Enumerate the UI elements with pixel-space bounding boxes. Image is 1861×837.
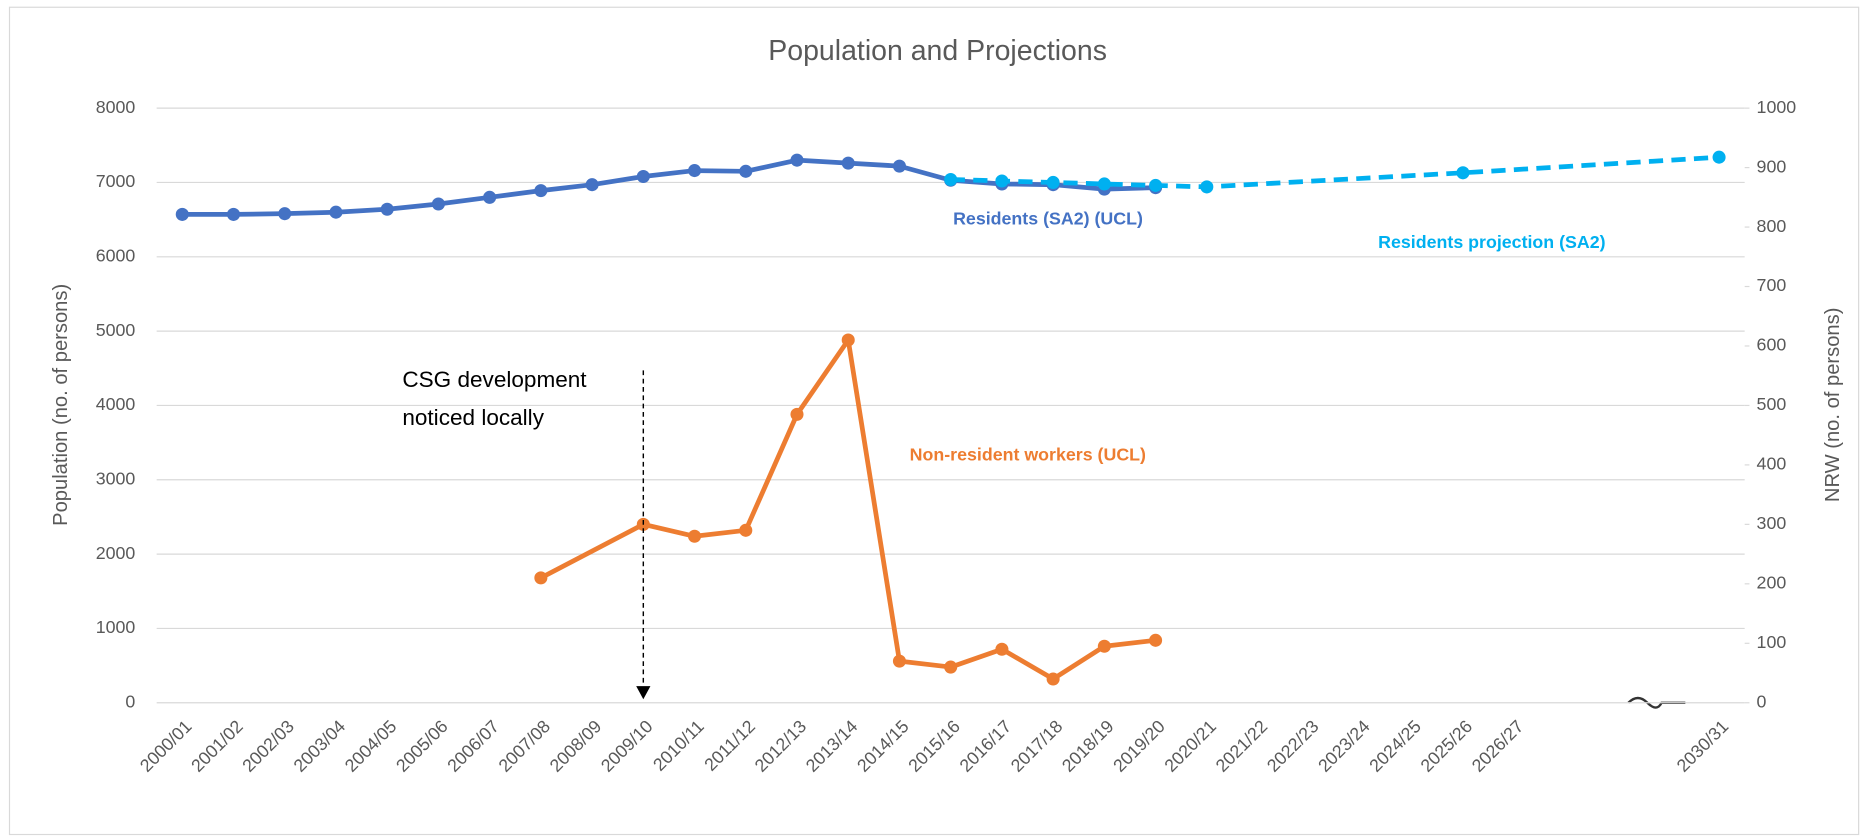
series-marker (739, 523, 753, 537)
series-marker (1149, 178, 1163, 192)
chart-border (8, 6, 1860, 836)
series-marker (1097, 177, 1111, 191)
series-marker (1200, 180, 1214, 194)
y-tick-label: 2000 (96, 543, 136, 563)
series-label: Non-resident workers (UCL) (910, 445, 1146, 465)
series-marker (892, 159, 906, 173)
y2-tick-label: 1000 (1757, 97, 1797, 117)
y2-tick-label: 700 (1757, 275, 1787, 295)
series-marker (534, 571, 548, 585)
y2-tick-label: 200 (1757, 573, 1787, 593)
series-marker (1097, 639, 1111, 653)
series-marker (329, 205, 343, 219)
series-marker (841, 156, 855, 170)
series-marker (483, 190, 497, 204)
y2-tick-label: 400 (1757, 454, 1787, 474)
series-line (182, 157, 1156, 217)
series-line (539, 337, 1156, 682)
annotation-arrowhead (636, 686, 651, 700)
series-marker (1712, 150, 1726, 164)
series-marker (1046, 175, 1060, 189)
series-marker (739, 164, 753, 178)
series-label: Residents projection (SA2) (1378, 232, 1606, 252)
y-tick-label: 1000 (96, 617, 136, 637)
y-axis-title: Population (no. of persons) (50, 284, 72, 526)
series-marker (534, 184, 548, 198)
y-tick-label: 0 (125, 691, 135, 711)
series-marker (995, 642, 1009, 656)
y2-tick-label: 900 (1757, 156, 1787, 176)
series-marker (892, 654, 906, 668)
series-marker (790, 153, 804, 167)
series-marker (688, 529, 702, 543)
series-marker (1456, 166, 1470, 180)
series-marker (175, 207, 189, 221)
y-tick-label: 3000 (96, 468, 136, 488)
series-marker (995, 174, 1009, 188)
series-marker (380, 202, 394, 216)
series-marker (944, 660, 958, 674)
series-marker (1149, 633, 1163, 647)
y2-tick-label: 600 (1757, 335, 1787, 355)
y2-tick-label: 300 (1757, 513, 1787, 533)
series-marker (944, 172, 958, 187)
series-marker (1046, 672, 1060, 686)
series-marker (636, 169, 650, 184)
y-tick-label: 7000 (96, 171, 136, 191)
series-marker (226, 207, 241, 221)
series-marker (278, 207, 292, 221)
series-marker (688, 164, 702, 178)
y-tick-label: 6000 (96, 245, 136, 265)
y2-axis-title: NRW (no. of persons) (1822, 308, 1844, 503)
series-marker (841, 333, 855, 347)
annotation-text: noticed locally (402, 405, 544, 430)
y-tick-label: 4000 (96, 394, 136, 414)
y-tick-label: 8000 (96, 97, 136, 117)
y2-tick-label: 500 (1757, 394, 1787, 414)
annotation-text: CSG development (402, 367, 587, 392)
series-marker (585, 178, 599, 192)
series-label: Residents (SA2) (UCL) (953, 208, 1143, 228)
series-marker (790, 407, 804, 421)
y2-tick-label: 800 (1757, 216, 1787, 236)
y2-tick-label: 0 (1757, 691, 1767, 711)
chart-title: Population and Projections (768, 35, 1107, 67)
y2-tick-label: 100 (1757, 632, 1787, 652)
y-tick-label: 5000 (96, 320, 136, 340)
series-marker (431, 197, 445, 211)
